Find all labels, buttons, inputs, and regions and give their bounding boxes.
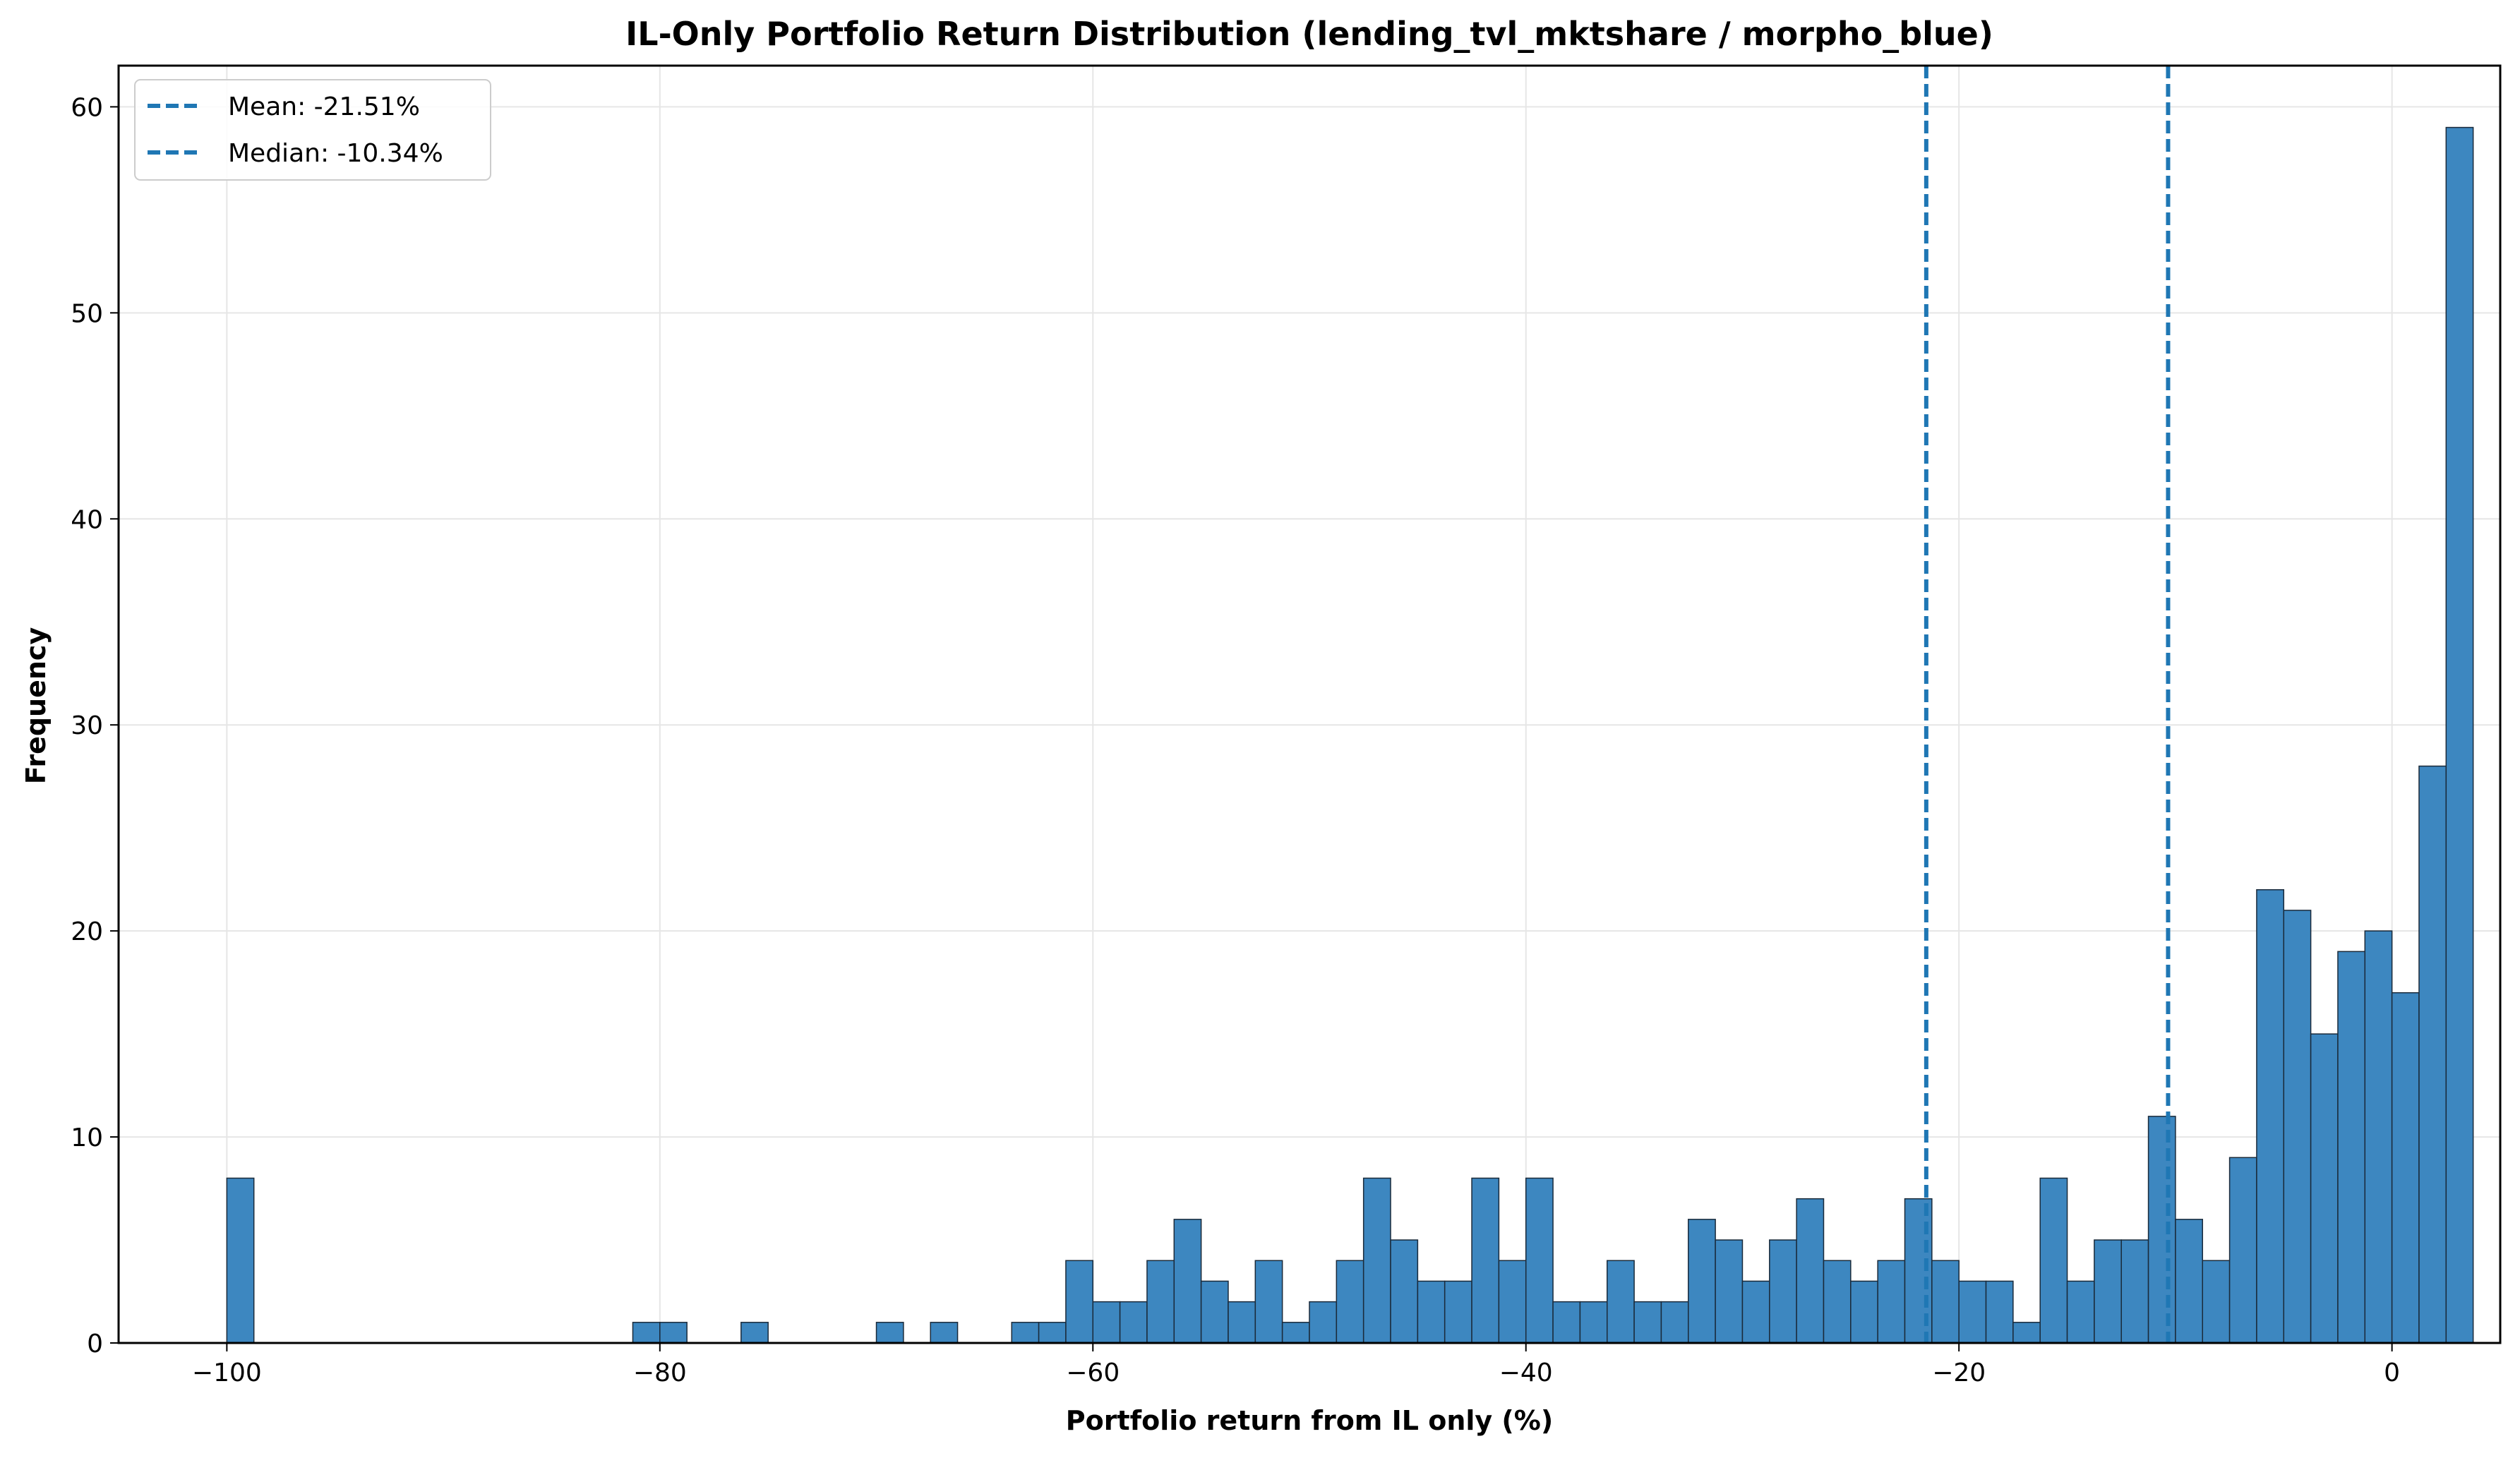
x-axis-ticks: −100 −80 −60 −40 −20 0 xyxy=(192,1343,2400,1387)
legend-box xyxy=(134,79,491,181)
histogram-bar xyxy=(875,1322,904,1344)
x-tick-label: −40 xyxy=(1499,1358,1553,1387)
histogram-bar xyxy=(2364,930,2393,1344)
y-tick-label: 20 xyxy=(71,917,103,946)
histogram-bar xyxy=(2391,992,2420,1344)
histogram-bar xyxy=(2175,1219,2204,1344)
histogram-bar xyxy=(1173,1219,1202,1344)
histogram-bar xyxy=(1444,1280,1472,1344)
histogram-bar xyxy=(1741,1280,1770,1344)
histogram-bar xyxy=(1228,1301,1256,1344)
histogram-bar xyxy=(1498,1260,1527,1344)
histogram-bar xyxy=(632,1322,661,1344)
y-tick-label: 10 xyxy=(71,1123,103,1152)
histogram-bar xyxy=(740,1322,769,1344)
histogram-bar xyxy=(2337,951,2366,1344)
histogram-bar xyxy=(1200,1280,1229,1344)
histogram-bar xyxy=(1254,1260,1283,1344)
histogram-bar xyxy=(2147,1116,2176,1344)
chart-title: IL-Only Portfolio Return Distribution (l… xyxy=(625,15,1993,53)
y-tick-label: 40 xyxy=(71,505,103,534)
histogram-bar xyxy=(1119,1301,1148,1344)
histogram-bar xyxy=(1769,1239,1797,1344)
histogram-bar xyxy=(1092,1301,1121,1344)
histogram-bar xyxy=(2066,1280,2095,1344)
histogram-bar xyxy=(2445,126,2474,1344)
histogram-bar xyxy=(659,1322,688,1344)
histogram-bar xyxy=(2283,910,2312,1344)
histogram-bar xyxy=(2120,1239,2149,1344)
histogram-bar xyxy=(1877,1260,1906,1344)
histogram-bar xyxy=(1660,1301,1689,1344)
histogram-bar xyxy=(1417,1280,1446,1344)
histogram-bar xyxy=(1065,1260,1094,1344)
y-tick-label: 50 xyxy=(71,299,103,328)
histogram-bar xyxy=(1850,1280,1878,1344)
histogram-bar xyxy=(1471,1177,1500,1344)
histogram-bars xyxy=(226,126,2474,1344)
histogram-bar xyxy=(1796,1198,1825,1344)
histogram-bar xyxy=(1688,1219,1716,1344)
histogram-bar xyxy=(2012,1322,2041,1344)
histogram-bar xyxy=(2310,1033,2339,1344)
legend-median-label: Median: -10.34% xyxy=(228,139,443,168)
histogram-bar xyxy=(1362,1177,1391,1344)
histogram-bar xyxy=(1038,1322,1067,1344)
y-tick-label: 0 xyxy=(87,1330,103,1358)
y-axis-ticks: 0 10 20 30 40 50 60 xyxy=(71,93,119,1358)
histogram-bar xyxy=(1281,1322,1310,1344)
histogram-bar xyxy=(1579,1301,1608,1344)
histogram-bar xyxy=(2039,1177,2068,1344)
x-tick-label: −60 xyxy=(1066,1358,1120,1387)
histogram-bar xyxy=(1633,1301,1662,1344)
y-tick-label: 30 xyxy=(71,711,103,740)
histogram-bar xyxy=(2094,1239,2122,1344)
plot-frame xyxy=(117,64,2502,1344)
histogram-bar xyxy=(2228,1157,2257,1344)
x-tick-label: 0 xyxy=(2384,1358,2400,1387)
histogram-bar xyxy=(1552,1301,1581,1344)
y-axis-label: Frequency xyxy=(20,627,52,785)
legend: Mean: -21.51% Median: -10.34% xyxy=(134,79,491,181)
histogram-bar xyxy=(1823,1260,1852,1344)
histogram-bar xyxy=(1958,1280,1987,1344)
x-tick-label: −20 xyxy=(1932,1358,1986,1387)
histogram-bar xyxy=(930,1322,959,1344)
histogram-bar xyxy=(1309,1301,1338,1344)
legend-mean-label: Mean: -21.51% xyxy=(228,92,420,121)
histogram-bar xyxy=(1931,1260,1960,1344)
histogram-bar xyxy=(2418,765,2447,1344)
histogram-bar xyxy=(1336,1260,1364,1344)
histogram-bar xyxy=(226,1177,255,1344)
histogram-bar xyxy=(2256,888,2285,1344)
x-tick-label: −80 xyxy=(633,1358,687,1387)
y-tick-label: 60 xyxy=(71,93,103,122)
histogram-bar xyxy=(1011,1322,1040,1344)
histogram-bar xyxy=(1390,1239,1419,1344)
histogram-bar xyxy=(1715,1239,1744,1344)
reference-lines xyxy=(1924,66,2171,1343)
histogram-bar xyxy=(1985,1280,2014,1344)
x-tick-label: −100 xyxy=(192,1358,262,1387)
histogram-bar xyxy=(1607,1260,1635,1344)
x-axis-label: Portfolio return from IL only (%) xyxy=(1066,1405,1553,1436)
histogram-bar xyxy=(2202,1260,2231,1344)
histogram-bar xyxy=(1146,1260,1175,1344)
histogram-bar xyxy=(1525,1177,1554,1344)
grid-lines xyxy=(119,66,2500,1344)
